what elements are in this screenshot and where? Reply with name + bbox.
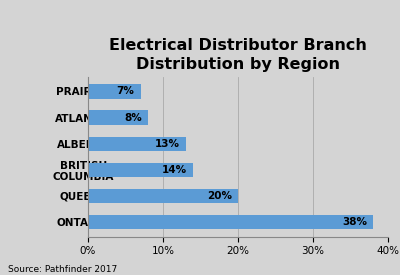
Text: Source: Pathfinder 2017: Source: Pathfinder 2017 (8, 265, 117, 274)
Bar (88, 110, 148, 125)
Bar (88, 215, 373, 229)
Title: Electrical Distributor Branch
Distribution by Region: Electrical Distributor Branch Distributi… (109, 38, 367, 72)
Bar (88, 84, 140, 99)
Text: 38%: 38% (342, 217, 367, 227)
Bar (88, 163, 193, 177)
Bar (88, 189, 238, 203)
Text: 13%: 13% (154, 139, 180, 149)
Text: 14%: 14% (162, 165, 187, 175)
Text: 20%: 20% (207, 191, 232, 201)
Text: 8%: 8% (124, 112, 142, 123)
Text: 7%: 7% (117, 86, 134, 97)
Bar (88, 136, 186, 151)
